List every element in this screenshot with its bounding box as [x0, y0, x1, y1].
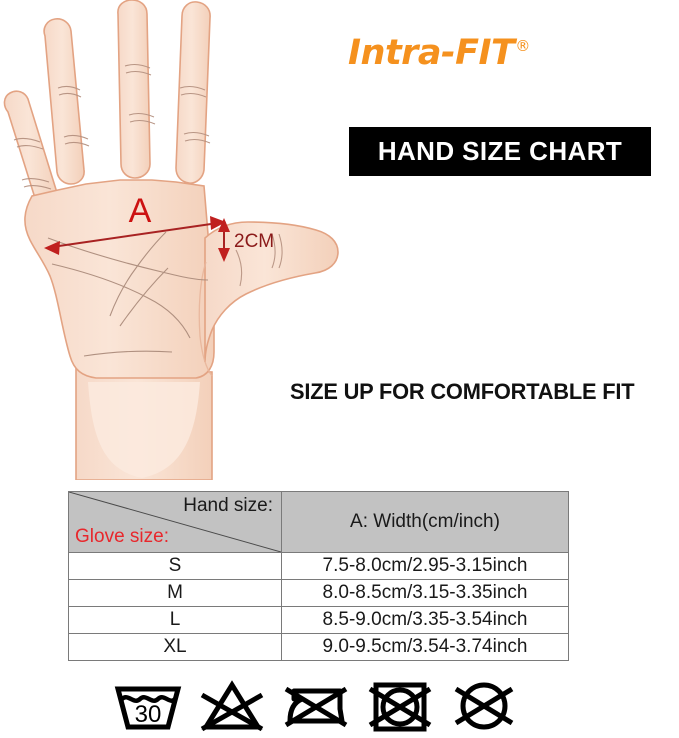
table-row: XL 9.0-9.5cm/3.54-3.74inch	[68, 633, 569, 661]
width-header-cell: A: Width(cm/inch)	[281, 491, 569, 553]
title-banner: HAND SIZE CHART	[349, 127, 651, 176]
width-range-cell: 8.5-9.0cm/3.35-3.54inch	[281, 606, 569, 634]
table-header-row: Hand size: Glove size: A: Width(cm/inch)	[68, 491, 569, 553]
hand-size-label: Hand size:	[183, 495, 273, 516]
thumb-gap-arrow	[218, 218, 230, 262]
table-row: M 8.0-8.5cm/3.15-3.35inch	[68, 579, 569, 607]
wash-temperature-value: 30	[135, 701, 162, 728]
width-arrow-a	[44, 216, 226, 255]
page-title: HAND SIZE CHART	[377, 136, 623, 166]
do-not-bleach-icon	[196, 677, 268, 733]
split-header-cell: Hand size: Glove size:	[68, 491, 282, 553]
brand-name: Intra-FIT	[348, 33, 515, 73]
care-symbols-row: 30	[112, 677, 552, 733]
width-range-cell: 8.0-8.5cm/3.15-3.35inch	[281, 579, 569, 607]
hand-shape	[3, 0, 339, 480]
glove-size-label: Glove size:	[75, 526, 169, 547]
glove-size-cell: M	[68, 579, 282, 607]
glove-size-cell: S	[68, 552, 282, 580]
measure-label-a: A	[129, 192, 152, 230]
do-not-tumble-dry-icon	[364, 677, 436, 733]
do-not-dry-clean-icon	[448, 677, 520, 733]
registered-trademark-icon: ®	[515, 37, 531, 56]
brand-logo: Intra-FIT®	[348, 36, 530, 71]
do-not-iron-icon	[280, 677, 352, 733]
measurement-annotations: A 2CM	[44, 192, 274, 262]
diagonal-divider-icon	[69, 492, 281, 552]
size-table: Hand size: Glove size: A: Width(cm/inch)…	[68, 491, 569, 661]
thumb-offset-label: 2CM	[234, 231, 274, 252]
tagline: SIZE UP FOR COMFORTABLE FIT	[290, 379, 635, 404]
width-range-cell: 9.0-9.5cm/3.54-3.74inch	[281, 633, 569, 661]
wash-30-icon: 30	[112, 677, 184, 733]
hand-illustration: A 2CM	[0, 0, 340, 480]
table-row: L 8.5-9.0cm/3.35-3.54inch	[68, 606, 569, 634]
size-table-container: Hand size: Glove size: A: Width(cm/inch)…	[68, 491, 569, 661]
width-range-cell: 7.5-8.0cm/2.95-3.15inch	[281, 552, 569, 580]
glove-size-cell: L	[68, 606, 282, 634]
glove-size-cell: XL	[68, 633, 282, 661]
table-row: S 7.5-8.0cm/2.95-3.15inch	[68, 552, 569, 580]
